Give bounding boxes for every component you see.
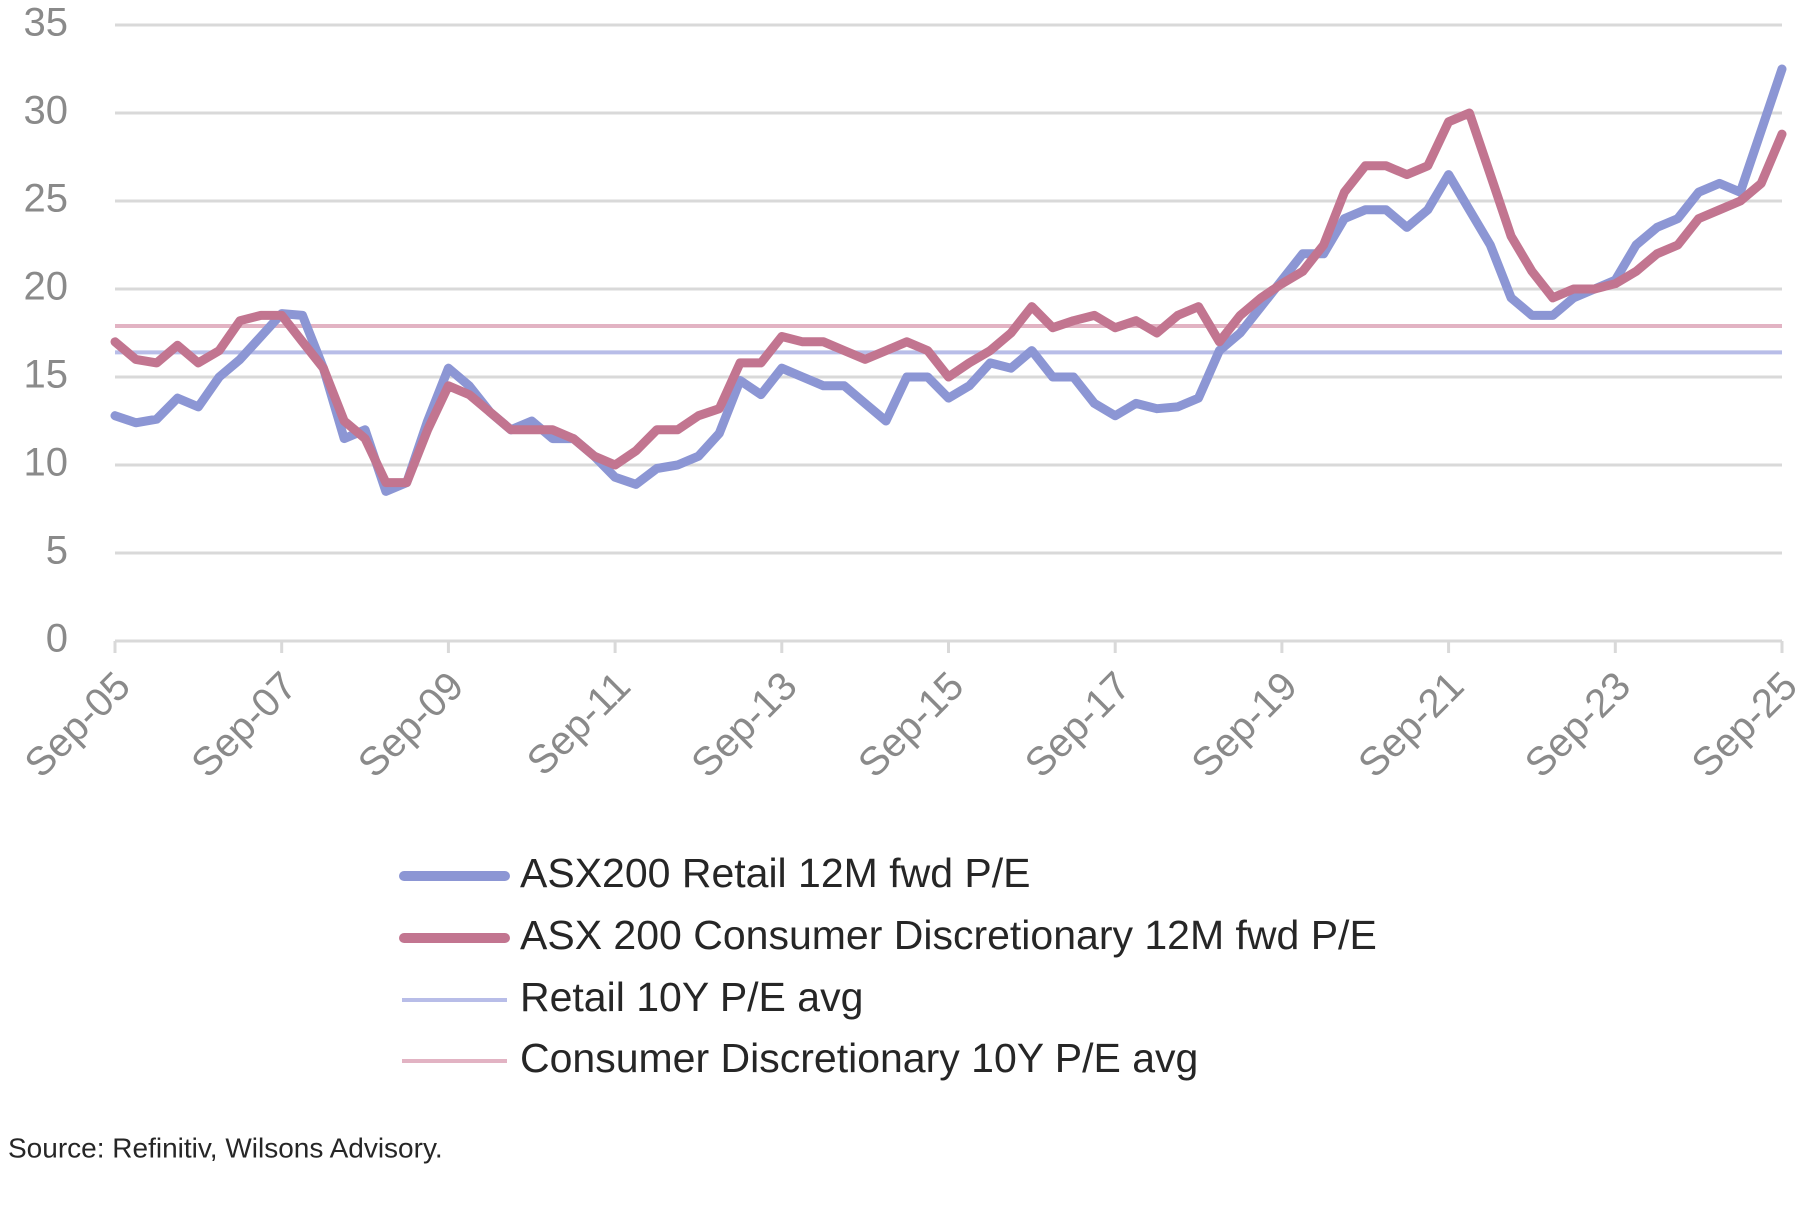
series-line <box>110 64 1787 496</box>
series-line <box>110 108 1787 488</box>
y-tick-label: 35 <box>24 1 69 45</box>
x-tick-label: Sep-25 <box>1684 664 1800 786</box>
legend-label: ASX200 Retail 12M fwd P/E <box>520 850 1030 896</box>
legend-label: ASX 200 Consumer Discretionary 12M fwd P… <box>520 912 1377 958</box>
x-tick-label: Sep-09 <box>350 664 472 786</box>
x-tick-label: Sep-17 <box>1017 664 1139 786</box>
y-tick-label: 30 <box>24 89 69 133</box>
y-tick-label: 15 <box>24 353 69 397</box>
x-tick-label: Sep-07 <box>183 664 305 786</box>
y-tick-label: 10 <box>24 441 69 485</box>
x-tick-label: Sep-05 <box>17 664 139 786</box>
legend-label: Consumer Discretionary 10Y P/E avg <box>520 1035 1198 1081</box>
y-tick-label: 5 <box>46 529 68 573</box>
y-tick-label: 0 <box>46 617 68 661</box>
x-tick-label: Sep-11 <box>519 664 639 784</box>
source-note: Source: Refinitiv, Wilsons Advisory. <box>8 1132 443 1163</box>
y-tick-label: 25 <box>24 177 69 221</box>
x-tick-label: Sep-13 <box>683 664 805 786</box>
x-tick-label: Sep-19 <box>1183 664 1305 786</box>
x-tick-label: Sep-15 <box>850 664 972 786</box>
y-tick-label: 20 <box>24 265 69 309</box>
x-tick-label: Sep-21 <box>1350 664 1472 786</box>
x-tick-label: Sep-23 <box>1517 664 1639 786</box>
legend-label: Retail 10Y P/E avg <box>520 974 863 1020</box>
